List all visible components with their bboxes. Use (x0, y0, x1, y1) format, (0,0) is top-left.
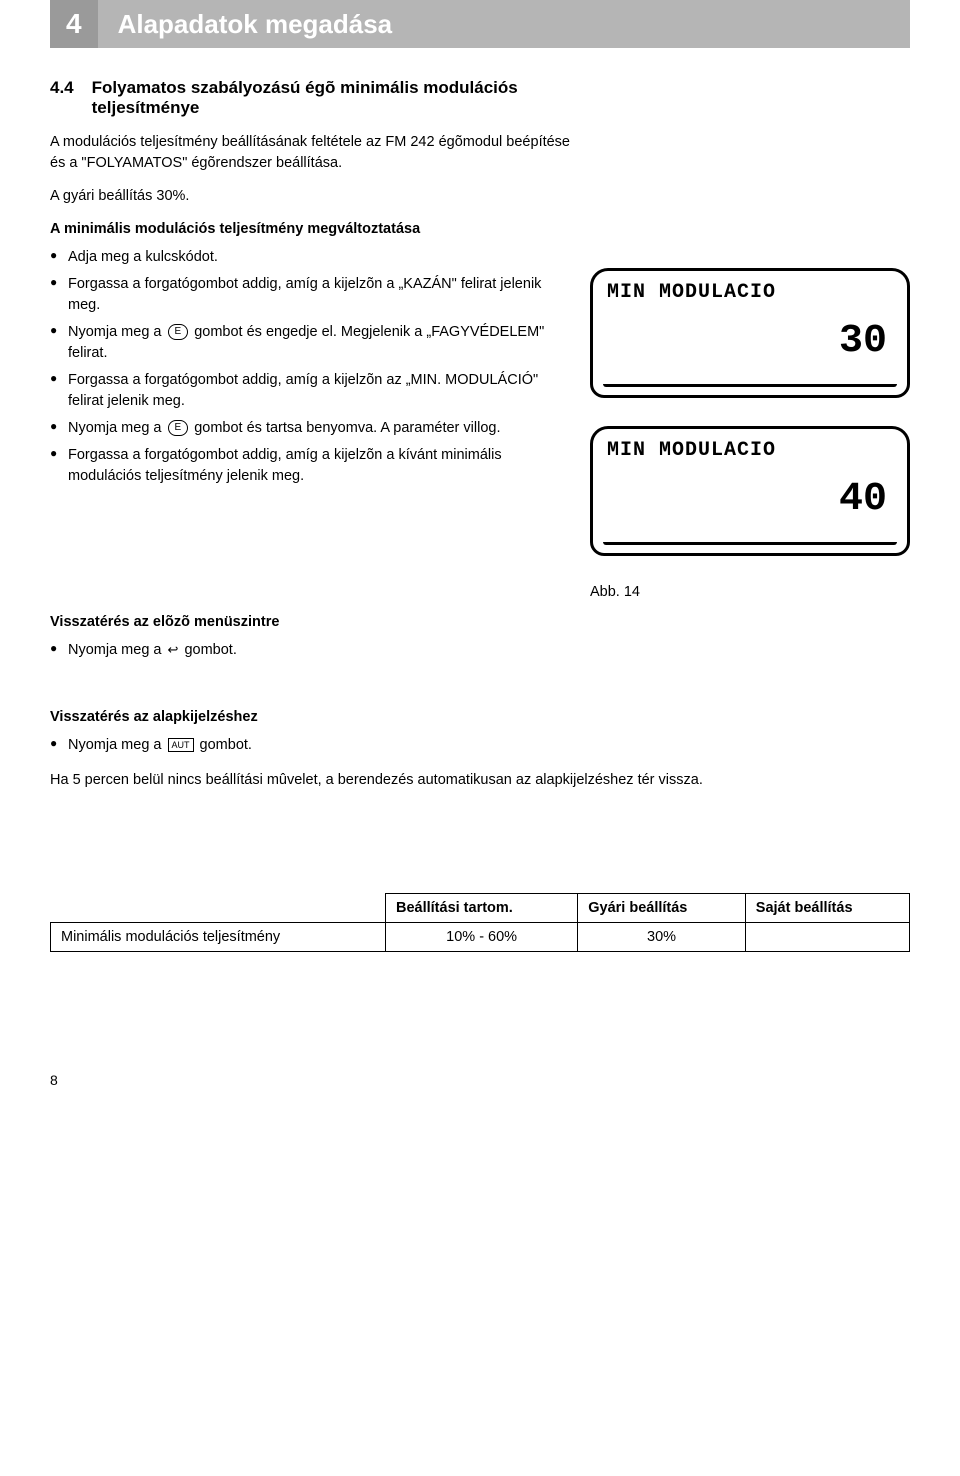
table-row: Minimális modulációs teljesítmény 10% - … (51, 923, 910, 952)
escape-icon: ↩ (168, 641, 179, 660)
table-header-cell: Saját beállítás (745, 894, 909, 923)
figure-label: Abb. 14 (590, 584, 910, 600)
e-button-icon: E (168, 324, 189, 340)
list-item: Forgassa a forgatógombot addig, amíg a k… (50, 445, 570, 487)
spacer (50, 675, 910, 695)
table-header-cell (51, 894, 386, 923)
factory-setting-line: A gyári beállítás 30%. (50, 186, 570, 207)
intro-paragraph: A modulációs teljesítmény beállításának … (50, 132, 570, 174)
lcd-value: 30 (607, 322, 893, 362)
subheading-change: A minimális modulációs teljesítmény megv… (50, 221, 570, 237)
section-number: 4.4 (50, 78, 74, 118)
chapter-title: Alapadatok megadása (98, 0, 910, 48)
list-item: Forgassa a forgatógombot addig, amíg a k… (50, 274, 570, 316)
table-cell (745, 923, 909, 952)
return-prev-list: Nyomja meg a ↩ gombot. (50, 640, 910, 661)
document-page: 4 Alapadatok megadása 4.4 Folyamatos sza… (0, 0, 960, 1128)
table-header-row: Beállítási tartom. Gyári beállítás Saját… (51, 894, 910, 923)
list-item: Nyomja meg a E gombot és tartsa benyomva… (50, 418, 570, 439)
return-base-note: Ha 5 percen belül nincs beállítási mûvel… (50, 770, 910, 791)
spacer (50, 803, 910, 863)
left-column: 4.4 Folyamatos szabályozású égõ minimáli… (50, 78, 570, 600)
table-cell: Minimális modulációs teljesítmény (51, 923, 386, 952)
table-header-cell: Gyári beállítás (578, 894, 746, 923)
list-item: Adja meg a kulcskódot. (50, 247, 570, 268)
lcd-panel-2: MIN MODULACIO 40 (590, 426, 910, 556)
section-title: Folyamatos szabályozású égõ minimális mo… (92, 78, 570, 118)
list-item: Nyomja meg a AUT gombot. (50, 735, 910, 756)
table-cell: 10% - 60% (385, 923, 577, 952)
section-heading: 4.4 Folyamatos szabályozású égõ minimáli… (50, 78, 570, 118)
table-cell: 30% (578, 923, 746, 952)
list-item: Forgassa a forgatógombot addig, amíg a k… (50, 370, 570, 412)
return-base-heading: Visszatérés az alapkijelzéshez (50, 709, 910, 725)
chapter-header: 4 Alapadatok megadása (50, 0, 910, 48)
return-base-list: Nyomja meg a AUT gombot. (50, 735, 910, 756)
return-prev-heading: Visszatérés az elõzõ menüszintre (50, 614, 910, 630)
chapter-number: 4 (50, 0, 98, 48)
list-item: Nyomja meg a E gombot és engedje el. Meg… (50, 322, 570, 364)
right-column: MIN MODULACIO 30 MIN MODULACIO 40 Abb. 1… (590, 78, 910, 600)
table-header-cell: Beállítási tartom. (385, 894, 577, 923)
aut-button-icon: AUT (168, 738, 194, 752)
e-button-icon: E (168, 420, 189, 436)
page-number: 8 (50, 1072, 910, 1088)
list-item: Nyomja meg a ↩ gombot. (50, 640, 910, 661)
lcd-panel-1: MIN MODULACIO 30 (590, 268, 910, 398)
lcd-value: 40 (607, 480, 893, 520)
settings-table: Beállítási tartom. Gyári beállítás Saját… (50, 893, 910, 952)
content-two-column: 4.4 Folyamatos szabályozású égõ minimáli… (50, 78, 910, 600)
instruction-list: Adja meg a kulcskódot. Forgassa a forgat… (50, 247, 570, 487)
lcd-title: MIN MODULACIO (607, 439, 893, 462)
lcd-title: MIN MODULACIO (607, 281, 893, 304)
